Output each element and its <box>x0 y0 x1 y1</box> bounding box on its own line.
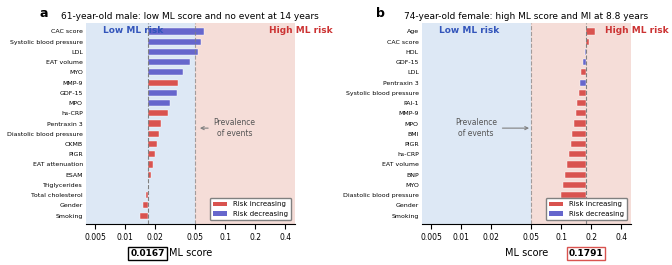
FancyBboxPatch shape <box>147 39 201 45</box>
Text: 0.0167: 0.0167 <box>130 249 165 258</box>
X-axis label: ML score: ML score <box>169 248 212 258</box>
Text: Low ML risk: Low ML risk <box>103 26 163 35</box>
FancyBboxPatch shape <box>574 121 586 127</box>
FancyBboxPatch shape <box>147 80 178 86</box>
Text: Prevalence
of events: Prevalence of events <box>201 118 255 138</box>
FancyBboxPatch shape <box>147 110 168 116</box>
Text: a: a <box>40 7 48 20</box>
X-axis label: ML score: ML score <box>505 248 548 258</box>
FancyBboxPatch shape <box>586 28 595 34</box>
Legend: Risk increasing, Risk decreasing: Risk increasing, Risk decreasing <box>210 198 291 220</box>
Title: 61-year-old male: low ML score and no event at 14 years: 61-year-old male: low ML score and no ev… <box>61 12 319 21</box>
FancyBboxPatch shape <box>147 151 155 157</box>
FancyBboxPatch shape <box>559 202 586 209</box>
Text: Prevalence
of events: Prevalence of events <box>455 118 528 138</box>
FancyBboxPatch shape <box>147 69 183 76</box>
FancyBboxPatch shape <box>147 28 204 34</box>
FancyBboxPatch shape <box>556 213 586 219</box>
FancyBboxPatch shape <box>581 69 586 76</box>
FancyBboxPatch shape <box>567 161 586 167</box>
Bar <box>85 23 195 224</box>
FancyBboxPatch shape <box>147 121 161 127</box>
FancyBboxPatch shape <box>147 131 159 137</box>
FancyBboxPatch shape <box>143 202 147 209</box>
FancyBboxPatch shape <box>571 141 586 147</box>
FancyBboxPatch shape <box>147 59 190 65</box>
FancyBboxPatch shape <box>147 161 153 167</box>
FancyBboxPatch shape <box>576 110 586 116</box>
FancyBboxPatch shape <box>573 131 586 137</box>
FancyBboxPatch shape <box>140 213 147 219</box>
FancyBboxPatch shape <box>147 90 177 96</box>
Bar <box>531 23 631 224</box>
Text: High ML risk: High ML risk <box>605 26 669 35</box>
Bar <box>421 23 531 224</box>
FancyBboxPatch shape <box>147 100 170 106</box>
Text: High ML risk: High ML risk <box>269 26 333 35</box>
Title: 74-year-old female: high ML score and MI at 8.8 years: 74-year-old female: high ML score and MI… <box>404 12 648 21</box>
Bar <box>195 23 295 224</box>
Text: Low ML risk: Low ML risk <box>439 26 499 35</box>
FancyBboxPatch shape <box>586 39 589 45</box>
Legend: Risk increasing, Risk decreasing: Risk increasing, Risk decreasing <box>546 198 627 220</box>
FancyBboxPatch shape <box>577 100 586 106</box>
FancyBboxPatch shape <box>563 182 586 188</box>
FancyBboxPatch shape <box>147 182 149 188</box>
FancyBboxPatch shape <box>565 172 586 178</box>
FancyBboxPatch shape <box>146 192 147 198</box>
Text: 0.1791: 0.1791 <box>569 249 603 258</box>
FancyBboxPatch shape <box>147 49 198 55</box>
FancyBboxPatch shape <box>561 192 586 198</box>
Text: b: b <box>376 7 384 20</box>
FancyBboxPatch shape <box>569 151 586 157</box>
FancyBboxPatch shape <box>579 90 586 96</box>
FancyBboxPatch shape <box>583 59 586 65</box>
FancyBboxPatch shape <box>585 49 586 55</box>
FancyBboxPatch shape <box>580 80 586 86</box>
FancyBboxPatch shape <box>147 141 157 147</box>
FancyBboxPatch shape <box>147 172 151 178</box>
